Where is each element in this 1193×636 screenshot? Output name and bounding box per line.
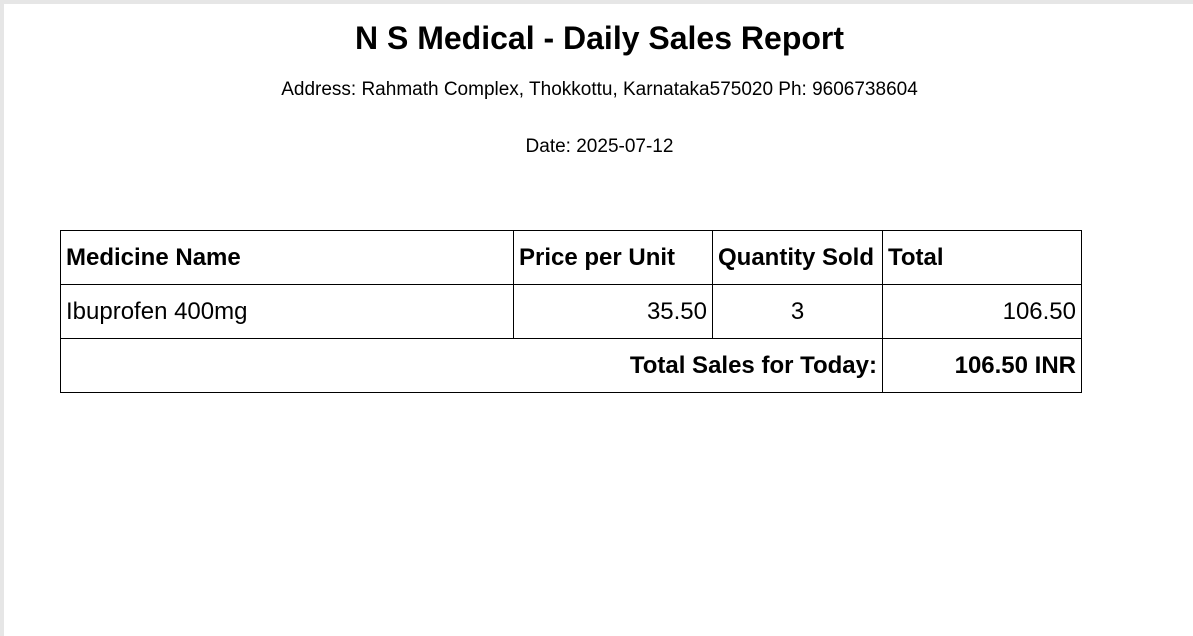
header-medicine-name: Medicine Name bbox=[60, 230, 514, 285]
cell-price: 35.50 bbox=[513, 284, 713, 339]
total-sales-label: Total Sales for Today: bbox=[60, 338, 883, 393]
store-address: Address: Rahmath Complex, Thokkottu, Kar… bbox=[281, 79, 918, 100]
report-page: N S Medical - Daily Sales Report Address… bbox=[4, 4, 1193, 636]
header-quantity-sold: Quantity Sold bbox=[712, 230, 883, 285]
cell-quantity: 3 bbox=[712, 284, 883, 339]
cell-medicine-name: Ibuprofen 400mg bbox=[60, 284, 514, 339]
report-date: Date: 2025-07-12 bbox=[525, 136, 674, 157]
header-total: Total bbox=[882, 230, 1082, 285]
cell-total: 106.50 bbox=[882, 284, 1082, 339]
report-title: N S Medical - Daily Sales Report bbox=[354, 20, 845, 56]
table-row: Ibuprofen 400mg 35.50 3 106.50 bbox=[60, 284, 1082, 339]
total-sales-value: 106.50 INR bbox=[882, 338, 1082, 393]
total-sales-row: Total Sales for Today: 106.50 INR bbox=[60, 338, 1082, 393]
header-price-per-unit: Price per Unit bbox=[513, 230, 713, 285]
table-header-row: Medicine Name Price per Unit Quantity So… bbox=[60, 230, 1082, 285]
sales-table: Medicine Name Price per Unit Quantity So… bbox=[60, 230, 1082, 393]
